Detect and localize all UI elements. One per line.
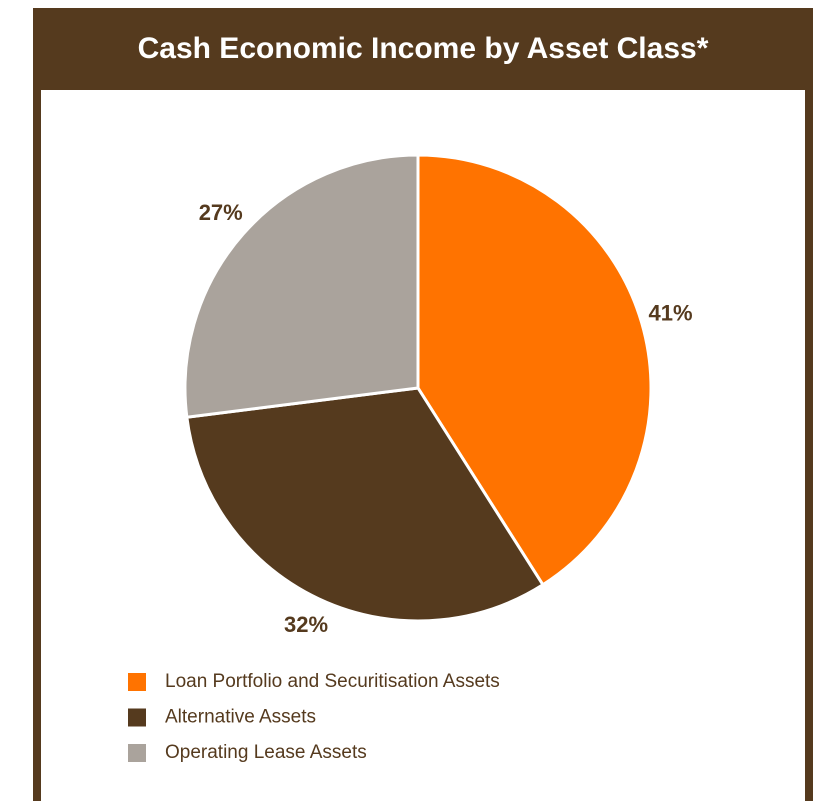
pie-slice	[185, 386, 545, 623]
legend-label: Alternative Assets	[165, 707, 316, 728]
pie-slice	[183, 153, 420, 419]
legend-label: Operating Lease Assets	[165, 742, 367, 763]
legend-swatch	[128, 744, 146, 762]
data-label: 32%	[284, 612, 328, 637]
legend-swatch	[128, 673, 146, 691]
data-label: 27%	[199, 200, 243, 225]
chart-title: Cash Economic Income by Asset Class*	[138, 32, 709, 65]
legend-swatch	[128, 708, 146, 727]
legend-label: Loan Portfolio and Securitisation Assets	[165, 671, 500, 692]
data-label: 41%	[649, 300, 693, 325]
